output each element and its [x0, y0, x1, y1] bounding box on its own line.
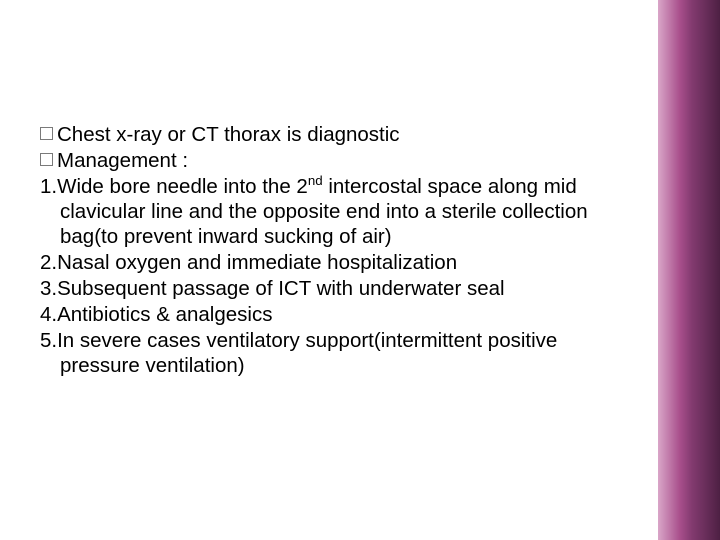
- list-item: 1.Wide bore needle into the 2nd intercos…: [40, 174, 640, 249]
- list-item: 2.Nasal oxygen and immediate hospitaliza…: [40, 250, 640, 275]
- bullet-text: Management :: [57, 149, 188, 172]
- slide-content: Chest x-ray or CT thorax is diagnostic M…: [40, 122, 640, 379]
- slide: Chest x-ray or CT thorax is diagnostic M…: [0, 0, 720, 540]
- item-text-pre: In severe cases ventilatory support(inte…: [57, 329, 557, 377]
- item-text-pre: Nasal oxygen and immediate hospitalizati…: [57, 251, 457, 274]
- item-number: 2.: [40, 251, 57, 274]
- item-text-pre: Wide bore needle into the 2: [57, 175, 308, 198]
- checkbox-icon: [40, 127, 53, 140]
- bullet-item: Management :: [40, 148, 640, 173]
- item-text-pre: Subsequent passage of ICT with underwate…: [57, 277, 504, 300]
- list-item: 5.In severe cases ventilatory support(in…: [40, 328, 640, 378]
- item-number: 4.: [40, 303, 57, 326]
- bullet-text: Chest x-ray or CT thorax is diagnostic: [57, 123, 400, 146]
- item-number: 1.: [40, 175, 57, 198]
- list-item: 3.Subsequent passage of ICT with underwa…: [40, 276, 640, 301]
- checkbox-icon: [40, 153, 53, 166]
- accent-strip: [658, 0, 720, 540]
- item-number: 3.: [40, 277, 57, 300]
- bullet-item: Chest x-ray or CT thorax is diagnostic: [40, 122, 640, 147]
- item-text-pre: Antibiotics & analgesics: [57, 303, 272, 326]
- list-item: 4.Antibiotics & analgesics: [40, 302, 640, 327]
- item-number: 5.: [40, 329, 57, 352]
- item-text-sup: nd: [308, 173, 323, 188]
